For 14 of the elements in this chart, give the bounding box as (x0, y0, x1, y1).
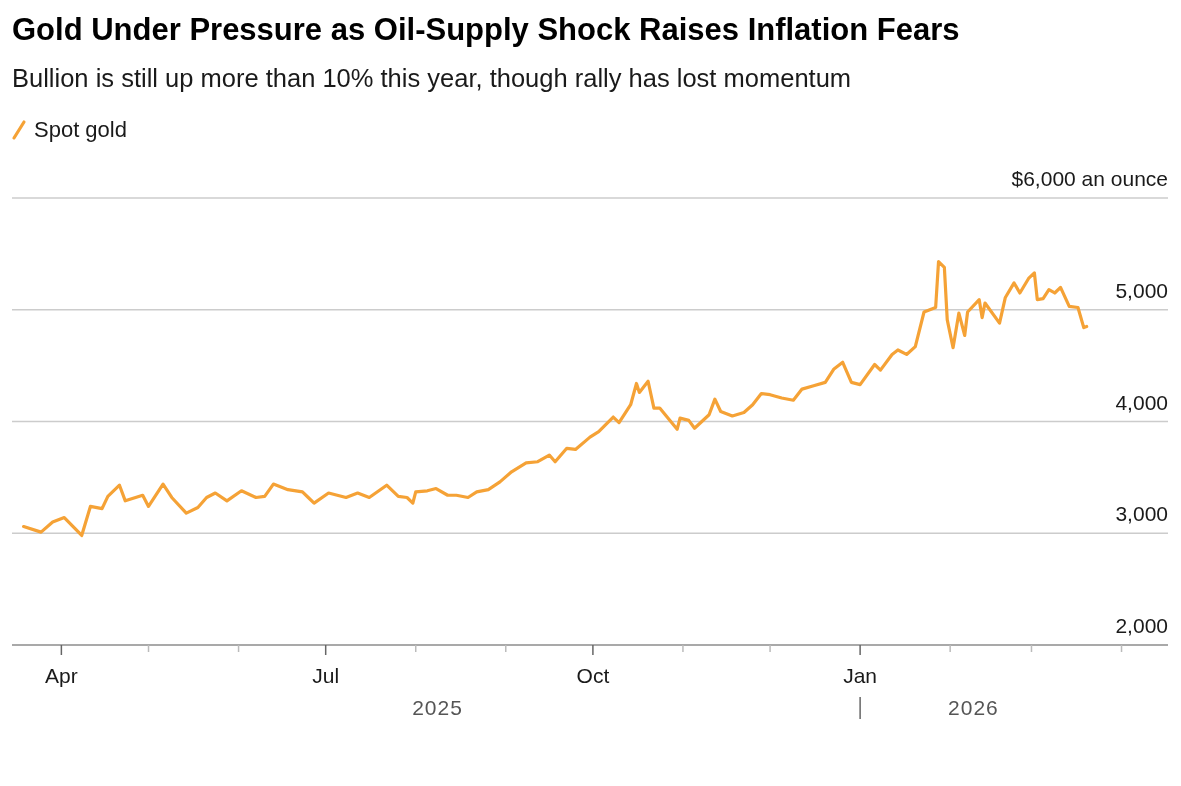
x-tick-label: Jul (312, 664, 340, 687)
y-tick-label: $6,000 an ounce (1011, 167, 1168, 190)
x-tick-label: Jan (843, 664, 878, 687)
legend-label: Spot gold (34, 117, 127, 142)
y-tick-label: 2,000 (1115, 614, 1168, 637)
y-tick-label: 5,000 (1115, 278, 1168, 302)
chart-title: Gold Under Pressure as Oil-Supply Shock Raises Inflation Fears (12, 12, 960, 47)
y-tick-label: 4,000 (1115, 390, 1168, 414)
x-tick-label: Apr (45, 664, 78, 687)
text: 2026 (948, 696, 999, 719)
x-tick-label: Oct (576, 664, 610, 687)
chart-subtitle: Bullion is still up more than 10% this year, though rally has lost momentum (12, 64, 852, 92)
y-tick-label: 3,000 (1115, 502, 1168, 526)
text: 2025 (412, 696, 463, 719)
